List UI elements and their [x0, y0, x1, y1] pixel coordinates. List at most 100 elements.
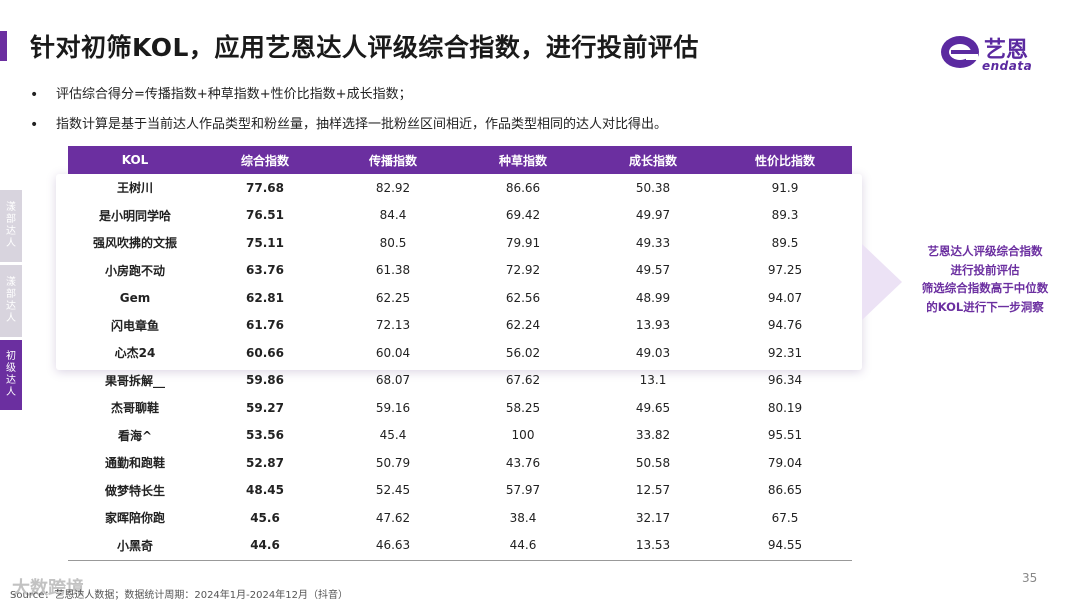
index-cell: 50.38 — [635, 180, 671, 195]
table-row: 小房跑不动 63.76 61.38 72.92 49.57 97.25 — [68, 257, 852, 285]
index-cell: 32.17 — [635, 510, 671, 525]
index-cell: 77.68 — [246, 180, 284, 195]
kol-index-table: KOL 综合指数 传播指数 种草指数 成长指数 性价比指数 王树川 77.68 82.92 86… — [68, 146, 852, 559]
side-tab-3-active[interactable]: 初 级 达 人 — [0, 340, 22, 410]
title-accent-bar — [0, 31, 7, 61]
index-cell: 48.45 — [246, 483, 284, 498]
index-cell: 94.07 — [767, 290, 803, 305]
kol-name-cell: 王树川 — [116, 181, 153, 196]
index-cell: 13.53 — [635, 538, 671, 553]
index-cell: 84.4 — [379, 208, 407, 223]
index-cell: 45.6 — [250, 510, 280, 525]
page-title: 针对初筛KOL，应用艺恩达人评级综合指数，进行投前评估 — [30, 33, 699, 62]
index-cell: 44.6 — [509, 538, 537, 553]
index-cell: 96.34 — [767, 373, 803, 388]
index-cell: 49.97 — [635, 208, 671, 223]
index-cell: 68.07 — [375, 373, 411, 388]
callout-arrow — [862, 244, 902, 320]
kol-index-table-wrap: KOL 综合指数 传播指数 种草指数 成长指数 性价比指数 王树川 77.68 82.92 86… — [68, 146, 852, 559]
kol-name-cell: 果哥拆解__ — [104, 373, 165, 388]
logo-subtitle: endata — [982, 59, 1033, 73]
column-header: KOL — [121, 153, 149, 167]
table-row: 闪电章鱼 61.76 72.13 62.24 13.93 94.76 — [68, 312, 852, 340]
index-cell: 69.42 — [505, 208, 541, 223]
table-row: 果哥拆解__ 59.86 68.07 67.62 13.1 96.34 — [68, 367, 852, 395]
table-row: 家晖陪你跑 45.6 47.62 38.4 32.17 67.5 — [68, 504, 852, 532]
index-cell: 79.91 — [505, 235, 541, 250]
table-row: 看海^ 53.56 45.4 100 33.82 95.51 — [68, 422, 852, 450]
index-cell: 80.19 — [767, 400, 803, 415]
index-cell: 45.4 — [379, 428, 407, 443]
index-cell: 91.9 — [771, 180, 799, 195]
kol-name-cell: Gem — [119, 290, 151, 305]
table-row: 是小明同学哈 76.51 84.4 69.42 49.97 89.3 — [68, 202, 852, 230]
index-cell: 89.5 — [771, 235, 799, 250]
index-cell: 94.55 — [767, 538, 803, 553]
index-cell: 49.65 — [635, 400, 671, 415]
table-row: 杰哥聊鞋 59.27 59.16 58.25 49.65 80.19 — [68, 394, 852, 422]
top-kol-highlight-box — [56, 174, 862, 370]
index-cell: 59.27 — [246, 400, 284, 415]
index-cell: 48.99 — [635, 290, 671, 305]
index-cell: 60.04 — [375, 345, 411, 360]
index-cell: 47.62 — [375, 510, 411, 525]
index-cell: 57.97 — [505, 483, 541, 498]
kol-name-cell: 通勤和跑鞋 — [104, 456, 165, 471]
table-row: 强风吹拂的文振 75.11 80.5 79.91 49.33 89.5 — [68, 229, 852, 257]
index-cell: 60.66 — [246, 345, 284, 360]
index-cell: 86.65 — [767, 483, 803, 498]
index-cell: 59.86 — [246, 373, 284, 388]
kol-name-cell: 看海^ — [117, 428, 153, 443]
bullet-item: 评估综合得分=传播指数+种草指数+性价比指数+成长指数； — [30, 86, 667, 116]
endata-logo-icon — [941, 36, 979, 68]
bullet-list: 评估综合得分=传播指数+种草指数+性价比指数+成长指数； 指数计算是基于当前达人… — [30, 86, 667, 146]
callout-text: 艺恩达人评级综合指数 进行投前评估 筛选综合指数高于中位数 的KOL进行下一步洞… — [921, 244, 1049, 314]
column-header: 性价比指数 — [754, 153, 815, 168]
index-cell: 46.63 — [375, 538, 411, 553]
logo-name: 艺恩 — [984, 38, 1029, 63]
index-cell: 80.5 — [379, 235, 407, 250]
source-note: Source：艺恩达人数据；数据统计周期：2024年1月-2024年12月（抖音… — [10, 590, 348, 601]
index-cell: 50.58 — [635, 455, 671, 470]
kol-name-cell: 杰哥聊鞋 — [110, 401, 159, 416]
index-cell: 52.87 — [246, 455, 284, 470]
side-tab-1[interactable]: 漾 部 达 人 — [0, 190, 22, 262]
index-cell: 52.45 — [375, 483, 411, 498]
kol-name-cell: 家晖陪你跑 — [104, 511, 165, 526]
index-cell: 12.57 — [635, 483, 671, 498]
index-cell: 95.51 — [767, 428, 803, 443]
index-cell: 67.62 — [505, 373, 541, 388]
kol-name-cell: 做梦特长生 — [104, 483, 165, 498]
index-cell: 56.02 — [505, 345, 541, 360]
index-cell: 76.51 — [246, 208, 284, 223]
table-row: 心杰24 60.66 60.04 56.02 49.03 92.31 — [68, 339, 852, 367]
table-bottom-rule — [68, 560, 852, 561]
index-cell: 53.56 — [246, 428, 284, 443]
index-cell: 67.5 — [771, 510, 799, 525]
column-header: 种草指数 — [498, 153, 547, 168]
endata-logo: 艺恩 endata — [938, 32, 1050, 76]
index-cell: 92.31 — [767, 345, 803, 360]
index-cell: 72.92 — [505, 263, 541, 278]
index-cell: 75.11 — [246, 235, 284, 250]
index-cell: 72.13 — [375, 318, 411, 333]
table-row: 王树川 77.68 82.92 86.66 50.38 91.9 — [68, 174, 852, 202]
table-row: 通勤和跑鞋 52.87 50.79 43.76 50.58 79.04 — [68, 449, 852, 477]
column-header: 综合指数 — [240, 153, 289, 168]
index-cell: 97.25 — [767, 263, 803, 278]
table-row: Gem 62.81 62.25 62.56 48.99 94.07 — [68, 284, 852, 312]
index-cell: 94.76 — [767, 318, 803, 333]
index-cell: 79.04 — [767, 455, 803, 470]
column-header: 传播指数 — [368, 153, 417, 168]
kol-name-cell: 强风吹拂的文振 — [92, 236, 177, 251]
table-row: 做梦特长生 48.45 52.45 57.97 12.57 86.65 — [68, 477, 852, 505]
kol-name-cell: 小黑奇 — [116, 538, 153, 553]
index-cell: 50.79 — [375, 455, 411, 470]
index-cell: 33.82 — [635, 428, 671, 443]
table-header-row: KOL 综合指数 传播指数 种草指数 成长指数 性价比指数 — [68, 146, 852, 174]
side-tab-2[interactable]: 漾 部 达 人 — [0, 265, 22, 337]
index-cell: 62.81 — [246, 290, 284, 305]
index-cell: 61.76 — [246, 318, 284, 333]
index-cell: 86.66 — [505, 180, 541, 195]
index-cell: 62.25 — [375, 290, 411, 305]
